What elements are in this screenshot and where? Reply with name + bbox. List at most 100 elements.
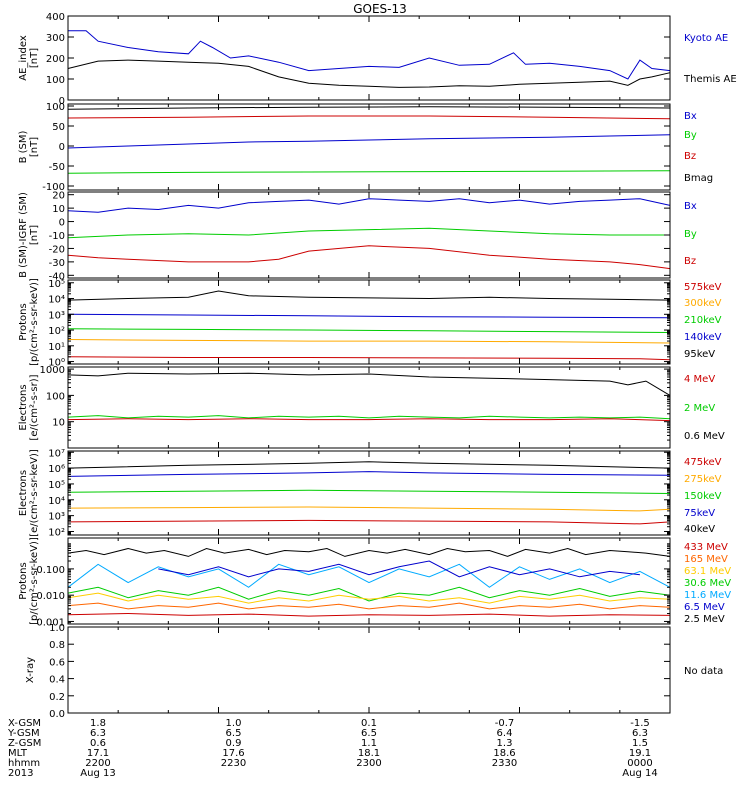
legend-entry-protons-mev-2: 63.1 MeV xyxy=(684,566,731,577)
legend-entry-protons-mev-5: 6.5 MeV xyxy=(684,602,725,613)
panel-electrons-mev: 10 100 1000 Electrons [e/(cm²-s-sr)] 4 MeV 2 M… xyxy=(18,365,725,449)
legend-entry-electrons-kev-0: 475keV xyxy=(684,457,722,468)
legend-entry-electrons-kev-1: 275keV xyxy=(684,474,722,485)
footer-value-2-0: 0.1 xyxy=(361,718,377,729)
legend-entry-protons-kev-3: 140keV xyxy=(684,332,722,343)
y-tick-label-b-1: -50 xyxy=(49,162,65,173)
series-line-electrons-kev-3 xyxy=(67,506,671,512)
y-tick-label-protons-kev-0: 10⁰ xyxy=(48,358,65,369)
series-line-protons-mev-4 xyxy=(67,592,671,604)
legend-entry-b-2: Bz xyxy=(684,151,696,162)
y-tick-label-ae-3: 300 xyxy=(46,33,65,44)
legend-entry-dbb-1: By xyxy=(684,229,697,240)
panel-xray: 0.0 0.2 0.4 0.6 0.8 1.0 X-ray No data xyxy=(25,623,723,720)
panel-frame-electrons-mev xyxy=(67,366,671,449)
legend-entry-protons-kev-1: 300keV xyxy=(684,298,722,309)
y-tick-label-ae-2: 200 xyxy=(46,54,65,65)
y-tick-label-xray-1: 0.2 xyxy=(49,692,65,703)
footer-value-0-3: 17.1 xyxy=(87,748,109,759)
y-tick-label-protons-mev-2: 0.100 xyxy=(36,565,65,576)
footer-value-4-4: 0000 xyxy=(627,758,652,769)
legend-entry-b-1: By xyxy=(684,130,697,141)
y-tick-label-ae-4: 400 xyxy=(46,12,65,23)
panel-dbb: -40 -30 -20 -10 0 10 20 B (SM)-IGRF (SM) [nT] Bx B… xyxy=(18,191,697,283)
series-line-electrons-mev-0 xyxy=(67,372,671,396)
footer-value-3-3: 18.6 xyxy=(493,748,515,759)
y-axis-label-xray-0: X-ray xyxy=(25,657,36,683)
series-line-b-2 xyxy=(67,134,671,149)
legend-entry-protons-kev-4: 95keV xyxy=(684,349,715,360)
footer-value-4-0: -1.5 xyxy=(630,718,650,729)
footer-row-label-3: MLT xyxy=(8,748,28,759)
y-tick-label-dbb-5: 10 xyxy=(52,204,65,215)
y-tick-label-xray-5: 1.0 xyxy=(49,623,65,634)
y-tick-label-electrons-kev-2: 10⁴ xyxy=(48,496,65,507)
series-line-ae-1 xyxy=(67,59,671,88)
y-tick-label-protons-kev-2: 10² xyxy=(48,326,65,337)
y-tick-label-b-4: 100 xyxy=(46,102,65,113)
footer-value-1-4: 2230 xyxy=(221,758,246,769)
series-line-electrons-kev-0 xyxy=(67,461,671,469)
series-line-electrons-mev-1 xyxy=(67,415,671,420)
y-axis-label-protons-mev-0: Protons xyxy=(18,562,29,599)
y-axis-label-protons-kev-1: [p/(cm²-s-sr-keV)] xyxy=(29,278,40,366)
legend-entry-protons-kev-2: 210keV xyxy=(684,315,722,326)
y-axis-label-ae-1: [nT] xyxy=(29,48,40,68)
y-tick-label-dbb-0: -40 xyxy=(49,271,65,282)
series-line-protons-kev-0 xyxy=(67,290,671,301)
y-tick-label-dbb-4: 0 xyxy=(59,218,65,229)
series-line-protons-kev-4 xyxy=(67,356,671,361)
y-axis-label-electrons-mev-0: Electrons xyxy=(18,384,29,430)
y-tick-label-xray-4: 0.8 xyxy=(49,640,65,651)
series-line-dbb-0 xyxy=(67,198,671,213)
y-axis-label-electrons-kev-1: [e/(cm²-s-sr-keV)] xyxy=(29,449,40,537)
legend-entry-electrons-kev-4: 40keV xyxy=(684,524,715,535)
footer-value-2-3: 18.1 xyxy=(358,748,380,759)
series-line-protons-mev-6 xyxy=(67,612,671,617)
ephemeris-footer: X-GSMY-GSMZ-GSMMLThhmm20131.86.30.617.12… xyxy=(7,718,658,779)
footer-value-4-1: 6.3 xyxy=(632,728,648,739)
legend-entry-electrons-kev-2: 150keV xyxy=(684,491,722,502)
footer-row-label-0: X-GSM xyxy=(8,718,41,729)
y-tick-label-dbb-6: 20 xyxy=(52,191,65,202)
legend-entry-protons-mev-0: 433 MeV xyxy=(684,542,728,553)
footer-value-0-4: 2200 xyxy=(85,758,110,769)
legend-entry-ae-0: Kyoto AE xyxy=(684,33,728,44)
legend-entry-electrons-mev-1: 2 MeV xyxy=(684,403,715,414)
series-line-electrons-kev-2 xyxy=(67,489,671,494)
y-axis-label-electrons-kev-0: Electrons xyxy=(18,470,29,516)
series-line-protons-mev-1 xyxy=(67,563,671,588)
y-axis-label-protons-mev-1: [p/(cm²-s-sr-keV)] xyxy=(29,537,40,625)
legend-entry-dbb-2: Bz xyxy=(684,256,696,267)
series-line-protons-mev-0 xyxy=(67,547,671,557)
y-tick-label-dbb-1: -30 xyxy=(49,258,65,269)
y-axis-label-dbb-0: B (SM)-IGRF (SM) xyxy=(18,192,29,278)
y-tick-label-protons-kev-1: 10¹ xyxy=(48,342,65,353)
legend-entry-protons-kev-0: 575keV xyxy=(684,282,722,293)
legend-entry-protons-mev-3: 30.6 MeV xyxy=(684,578,731,589)
legend-entry-protons-mev-1: 165 MeV xyxy=(684,554,728,565)
footer-value-0-1: 6.3 xyxy=(90,728,106,739)
y-tick-label-b-0: -100 xyxy=(42,182,65,193)
y-tick-label-electrons-mev-1: 100 xyxy=(46,391,65,402)
y-tick-label-dbb-3: -10 xyxy=(49,231,65,242)
footer-value-2-4: 2300 xyxy=(356,758,381,769)
y-tick-label-electrons-kev-1: 10³ xyxy=(48,512,65,523)
series-line-protons-mev-2 xyxy=(158,560,640,578)
footer-value-2-1: 6.5 xyxy=(361,728,377,739)
footer-value-1-1: 6.5 xyxy=(226,728,242,739)
legend-entry-xray-0: No data xyxy=(684,666,723,677)
panel-frame-protons-kev xyxy=(67,279,671,365)
y-tick-label-electrons-mev-2: 1000 xyxy=(40,365,65,376)
y-tick-label-protons-kev-4: 10⁴ xyxy=(48,295,65,306)
series-line-protons-mev-5 xyxy=(67,602,671,610)
footer-row-label-4: hhmm xyxy=(8,758,40,769)
y-tick-label-protons-kev-3: 10³ xyxy=(48,310,65,321)
footer-value-4-5: Aug 14 xyxy=(622,768,657,779)
y-tick-label-protons-mev-0: 0.001 xyxy=(36,617,65,628)
series-line-electrons-mev-2 xyxy=(67,418,671,422)
panel-frame-xray xyxy=(67,626,671,714)
panel-b: -100 -50 0 50 100 B (SM) [nT] Bx By Bz Bmag xyxy=(18,102,713,193)
footer-value-1-3: 17.6 xyxy=(222,748,244,759)
